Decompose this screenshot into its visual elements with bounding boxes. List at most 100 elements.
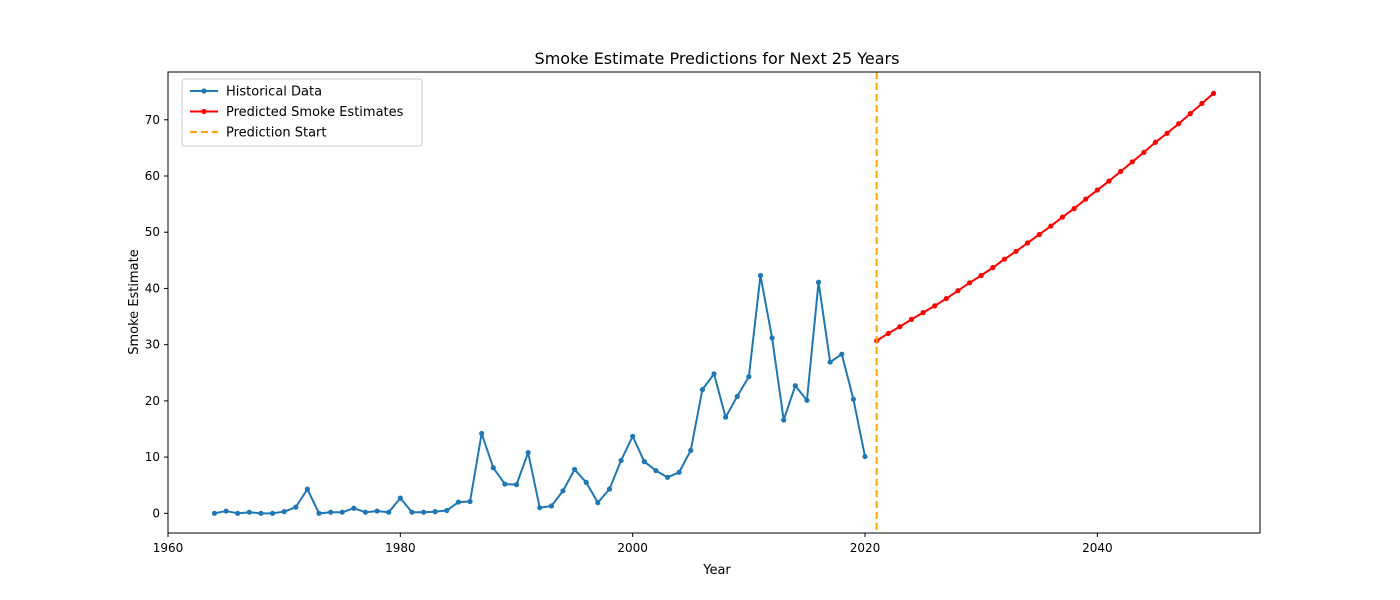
- series-point-0: [548, 503, 554, 509]
- y-tick-label: 0: [152, 506, 160, 520]
- series-point-1: [1199, 100, 1205, 107]
- series-point-1: [897, 324, 903, 330]
- legend-marker-0: [201, 88, 207, 94]
- series-point-0: [606, 486, 613, 492]
- series-point-1: [1025, 240, 1031, 246]
- series-point-0: [537, 505, 543, 511]
- series-point-1: [920, 310, 926, 316]
- series-point-0: [351, 505, 357, 511]
- series-point-1: [885, 330, 891, 337]
- series-point-0: [688, 447, 694, 453]
- series-point-1: [1129, 159, 1135, 165]
- series-point-1: [1059, 214, 1066, 220]
- plot-frame: [167, 71, 1261, 534]
- y-tick-label: 40: [145, 281, 160, 295]
- series-point-0: [757, 272, 764, 279]
- series-point-0: [281, 509, 287, 515]
- series-point-0: [769, 335, 775, 341]
- y-axis-label: Smoke Estimate: [127, 249, 142, 355]
- legend-marker-1: [201, 108, 207, 115]
- legend-label-1: Predicted Smoke Estimates: [226, 105, 404, 120]
- series-point-0: [525, 450, 531, 456]
- series-point-0: [711, 371, 717, 377]
- x-tick-label: 1980: [385, 541, 416, 555]
- series-point-1: [1187, 111, 1193, 117]
- series-point-1: [955, 288, 961, 294]
- legend: Historical Data Predicted Smoke Estimates…: [181, 78, 423, 147]
- x-axis-label: Year: [702, 563, 731, 578]
- series-point-0: [746, 374, 752, 380]
- series-point-1: [1036, 231, 1042, 238]
- series-point-0: [374, 508, 380, 514]
- series-point-1: [1071, 206, 1077, 212]
- plot-area: [211, 72, 1217, 533]
- series-point-0: [804, 397, 810, 403]
- x-tick-label: 2000: [617, 541, 648, 555]
- series-point-0: [839, 351, 845, 357]
- x-tick-label: 2020: [850, 541, 881, 555]
- series-point-0: [513, 482, 520, 488]
- series-point-1: [1001, 256, 1008, 262]
- series-point-1: [908, 316, 915, 322]
- series-point-0: [409, 509, 415, 515]
- series-point-1: [978, 272, 984, 279]
- y-tick-label: 30: [145, 338, 160, 352]
- series-point-0: [328, 509, 334, 515]
- series-point-0: [235, 510, 241, 516]
- series-point-0: [595, 500, 601, 506]
- series-point-1: [966, 280, 973, 286]
- series-point-0: [583, 479, 589, 486]
- series-point-0: [641, 459, 647, 465]
- series-point-0: [339, 509, 345, 515]
- series-point-0: [664, 474, 671, 480]
- series-point-0: [258, 510, 264, 516]
- series-point-0: [316, 510, 322, 516]
- x-tick-label: 1960: [153, 541, 184, 555]
- series-point-0: [211, 510, 218, 516]
- series-point-1: [1176, 121, 1182, 127]
- series-point-0: [304, 486, 311, 492]
- series-point-0: [362, 509, 369, 515]
- chart-title: Smoke Estimate Predictions for Next 25 Y…: [535, 49, 900, 68]
- y-tick-label: 60: [145, 169, 160, 183]
- series-point-1: [1094, 187, 1100, 193]
- series-point-1: [1048, 223, 1054, 229]
- y-tick-label: 70: [145, 113, 160, 127]
- series-point-0: [479, 430, 485, 437]
- series-point-0: [781, 417, 787, 423]
- series-point-0: [397, 495, 403, 501]
- series-point-0: [630, 433, 636, 439]
- series-point-0: [386, 509, 392, 515]
- y-axis-ticks: 0 10 20 30 40 50 60 70: [145, 113, 168, 520]
- series-point-0: [432, 509, 438, 515]
- series-point-1: [1152, 139, 1159, 145]
- series-point-1: [1164, 130, 1170, 136]
- series-point-0: [850, 396, 857, 402]
- series-point-0: [734, 393, 740, 399]
- series-point-0: [502, 481, 508, 487]
- series-point-1: [990, 265, 996, 271]
- legend-label-2: Prediction Start: [226, 126, 326, 141]
- series-point-0: [490, 465, 496, 471]
- y-tick-label: 10: [145, 450, 160, 464]
- series-point-0: [618, 457, 624, 464]
- legend-label-0: Historical Data: [226, 85, 322, 100]
- y-tick-label: 20: [145, 394, 160, 408]
- series-point-0: [792, 383, 798, 389]
- series-point-0: [676, 469, 682, 475]
- series-point-0: [571, 466, 578, 473]
- series-point-0: [223, 508, 229, 514]
- series-line-0: [214, 274, 867, 515]
- series-point-1: [1117, 168, 1124, 175]
- y-tick-label: 50: [145, 225, 160, 239]
- series-point-0: [723, 414, 729, 420]
- series-point-0: [827, 359, 833, 365]
- series-point-1: [1106, 178, 1112, 184]
- series-point-1: [1210, 90, 1217, 96]
- series-point-1: [1083, 196, 1089, 202]
- series-point-0: [815, 279, 822, 285]
- x-axis-ticks: 1960 1980 2000 2020 2040: [153, 533, 1113, 555]
- series-line-1: [876, 92, 1215, 342]
- series-point-0: [293, 504, 299, 510]
